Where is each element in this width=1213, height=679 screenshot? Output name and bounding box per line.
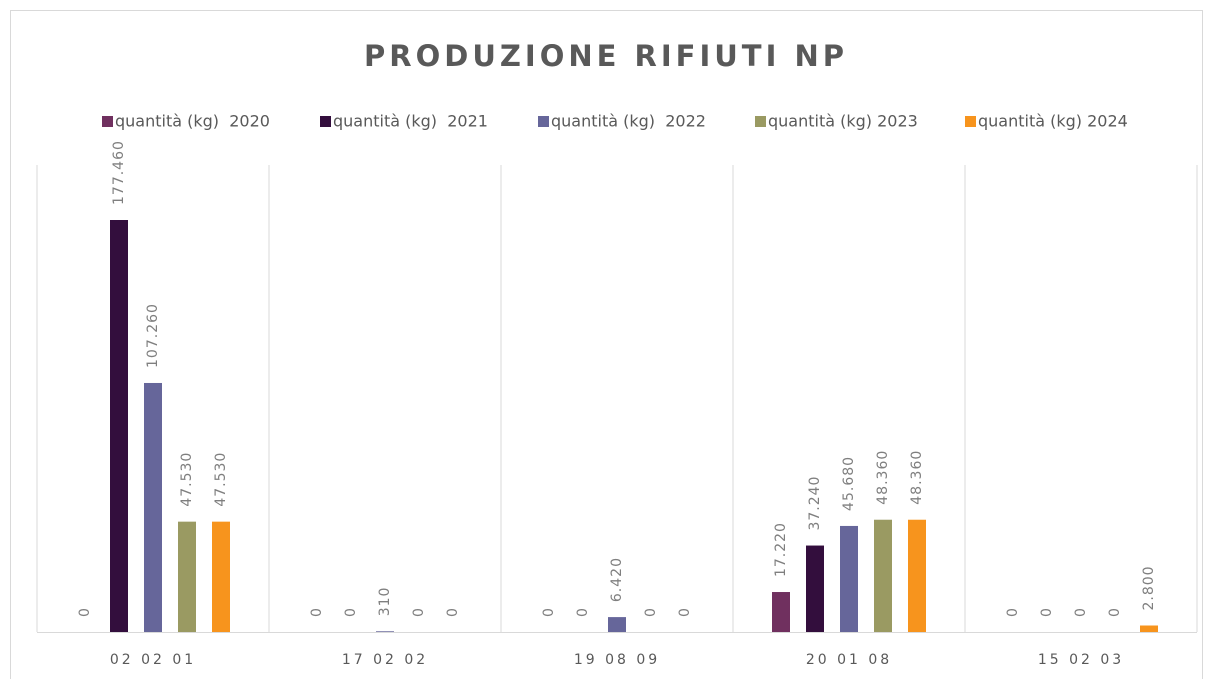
bar — [1140, 625, 1158, 632]
data-label: 0 — [541, 607, 557, 617]
data-label: 0 — [575, 607, 591, 617]
bar — [874, 519, 892, 632]
data-label: 0 — [1039, 607, 1055, 617]
data-label: 17.220 — [773, 522, 789, 577]
data-label: 0 — [309, 607, 325, 617]
legend-label: quantità (kg) 2023 — [768, 112, 918, 131]
bar — [806, 545, 824, 632]
bar — [212, 521, 230, 632]
data-label: 2.800 — [1141, 565, 1157, 610]
bar — [110, 220, 128, 632]
data-label: 0 — [643, 607, 659, 617]
data-label: 47.530 — [179, 452, 195, 507]
legend-label: quantità (kg) 2020 — [115, 112, 270, 131]
data-label: 45.680 — [841, 456, 857, 511]
bar — [908, 519, 926, 632]
chart-frame — [10, 10, 1203, 679]
legend-swatch — [320, 116, 331, 127]
x-tick-label: 20 01 08 — [806, 652, 892, 668]
x-tick-label: 15 02 03 — [1038, 652, 1124, 668]
data-label: 6.420 — [609, 557, 625, 602]
legend-swatch — [965, 116, 976, 127]
legend-swatch — [755, 116, 766, 127]
bar — [178, 521, 196, 632]
data-label: 47.530 — [213, 452, 229, 507]
data-label: 107.260 — [145, 303, 161, 368]
data-label: 0 — [343, 607, 359, 617]
data-label: 0 — [411, 607, 427, 617]
data-label: 0 — [1073, 607, 1089, 617]
legend-label: quantità (kg) 2022 — [551, 112, 706, 131]
bar — [376, 631, 394, 632]
bar — [772, 592, 790, 632]
data-label: 177.460 — [111, 140, 127, 205]
data-label: 0 — [77, 607, 93, 617]
data-label: 37.240 — [807, 476, 823, 531]
data-label: 0 — [677, 607, 693, 617]
x-tick-label: 17 02 02 — [342, 652, 428, 668]
bar — [144, 382, 162, 632]
data-label: 48.360 — [875, 450, 891, 505]
data-label: 0 — [445, 607, 461, 617]
bar — [840, 525, 858, 632]
chart-title: PRODUZIONE RIFIUTI NP — [364, 39, 848, 73]
data-label: 48.360 — [909, 450, 925, 505]
legend-swatch — [538, 116, 549, 127]
data-label: 0 — [1005, 607, 1021, 617]
data-label: 310 — [377, 587, 393, 617]
legend-swatch — [102, 116, 113, 127]
data-label: 0 — [1107, 607, 1123, 617]
legend-label: quantità (kg) 2024 — [978, 112, 1128, 131]
x-tick-label: 19 08 09 — [574, 652, 660, 668]
bar — [608, 617, 626, 632]
x-tick-label: 02 02 01 — [110, 652, 196, 668]
legend-label: quantità (kg) 2021 — [333, 112, 488, 131]
